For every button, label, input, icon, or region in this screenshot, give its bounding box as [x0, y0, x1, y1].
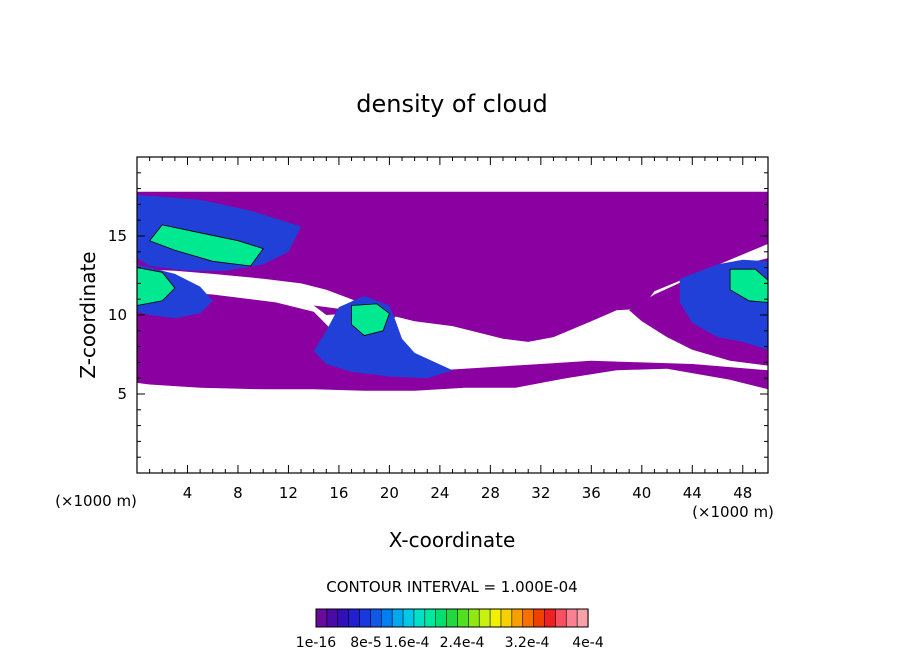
cloud-density-contours [137, 191, 768, 391]
cloud-region-high-11 [729, 268, 768, 303]
cloud-region-medium-6 [313, 296, 453, 379]
x-tick-label: 12 [279, 484, 298, 502]
colorbar-swatch [457, 608, 469, 628]
colorbar-tick-label: 2.4e-4 [440, 635, 485, 651]
y-tick-label: 10 [108, 306, 127, 324]
colorbar-swatch [533, 608, 546, 628]
x-axis-left-unit-label: (×1000 m) [55, 492, 137, 510]
colorbar-swatch [544, 608, 556, 628]
chart-title: density of cloud [356, 90, 547, 118]
colorbar: 1e-16 8e-5 1.6e-4 2.4e-4 3.2e-4 4e-4 [296, 608, 604, 651]
colorbar-swatch [413, 608, 426, 628]
colorbar-swatch [522, 608, 535, 628]
x-tick-label: 36 [582, 484, 601, 502]
cloud-region-high-9 [137, 267, 176, 306]
colorbar-swatch [511, 608, 524, 628]
x-axis-unit-label: (×1000 m) [692, 503, 774, 521]
colorbar-swatch [337, 608, 350, 628]
colorbar-swatch [500, 608, 513, 628]
x-tick-label: 32 [531, 484, 550, 502]
colorbar-swatch [576, 608, 589, 628]
colorbar-swatch [489, 608, 502, 628]
colorbar-tick-label: 3.2e-4 [505, 635, 550, 651]
colorbar-tick-label: 1.6e-4 [385, 635, 430, 651]
x-tick-label: 20 [380, 484, 399, 502]
colorbar-swatch [565, 608, 578, 628]
cloud-region-high-8 [148, 224, 264, 267]
colorbar-swatch [380, 608, 393, 628]
x-tick-label: 40 [632, 484, 651, 502]
x-tick-label: 8 [233, 484, 243, 502]
colorbar-swatch [391, 608, 404, 628]
colorbar-swatch [402, 608, 415, 628]
colorbar-swatch [446, 608, 459, 628]
y-tick-label: 5 [117, 385, 127, 403]
x-tick-label: 24 [430, 484, 449, 502]
colorbar-tick-label: 8e-5 [350, 635, 381, 651]
y-axis-label: Z-coordinate [76, 251, 100, 378]
colorbar-swatch [424, 608, 437, 628]
colorbar-swatch [478, 608, 491, 628]
colorbar-swatch [435, 608, 448, 628]
x-tick-label: 48 [733, 484, 752, 502]
colorbar-frame [315, 608, 589, 628]
colorbar-swatch [370, 608, 382, 628]
colorbar-swatch [326, 608, 339, 628]
colorbar-swatch [315, 608, 328, 628]
x-axis-label: X-coordinate [389, 528, 516, 552]
x-tick-label: 28 [481, 484, 500, 502]
x-tick-label: 4 [183, 484, 193, 502]
cloud-region-high-10 [351, 303, 390, 336]
cloud-region-low-1 [137, 289, 768, 391]
colorbar-swatch [359, 608, 371, 628]
y-tick-label: 15 [108, 227, 127, 245]
x-tick-label: 16 [329, 484, 348, 502]
x-tick-label: 44 [683, 484, 702, 502]
contour-interval-label: CONTOUR INTERVAL = 1.000E-04 [326, 578, 577, 596]
colorbar-tick-label: 4e-4 [572, 635, 604, 651]
colorbar-swatch [348, 608, 361, 628]
colorbar-swatch [555, 608, 567, 628]
colorbar-tick-label: 1e-16 [296, 635, 336, 651]
colorbar-swatch [468, 608, 480, 628]
